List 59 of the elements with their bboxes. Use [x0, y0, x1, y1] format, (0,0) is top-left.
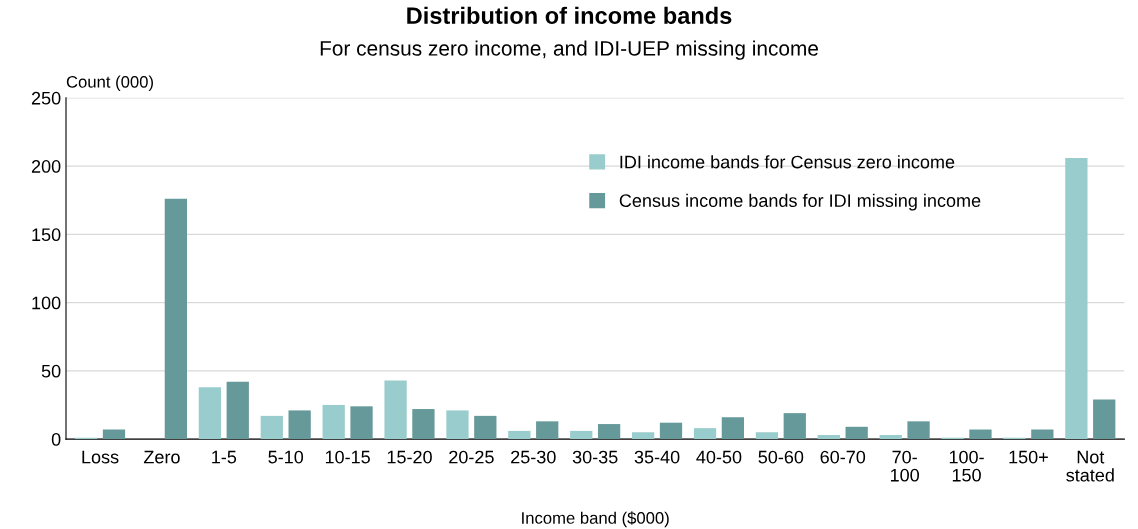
bar: [446, 410, 469, 440]
bar: [322, 404, 345, 440]
x-tick-label: 5-10: [268, 450, 304, 464]
bar: [288, 410, 311, 440]
x-tick-label: 150+: [1009, 450, 1048, 464]
bar: [570, 430, 593, 440]
x-tick-label: 25-30: [511, 450, 556, 464]
y-axis-title: Count (000): [66, 75, 153, 92]
bar: [783, 413, 806, 440]
x-tick-label: Loss: [82, 450, 119, 464]
y-tick-label: 150: [32, 228, 61, 242]
x-tick-label: 60-70: [820, 450, 866, 464]
bar: [508, 430, 531, 440]
chart-subtitle: For census zero income, and IDI-UEP missing income: [320, 40, 818, 60]
bar: [474, 415, 497, 440]
bar: [198, 387, 222, 440]
bar: [384, 380, 407, 440]
bar: [907, 421, 930, 440]
y-tick-label: 100: [32, 296, 61, 310]
bar: [226, 381, 249, 440]
chart-title: Distribution of income bands: [407, 6, 732, 25]
bar: [536, 421, 559, 440]
bar: [969, 429, 992, 440]
bar: [164, 198, 187, 440]
bar: [845, 426, 868, 440]
x-axis-title: Income band ($000): [522, 511, 669, 528]
bar: [659, 422, 683, 440]
legend-label: IDI income bands for Census zero income: [620, 155, 955, 169]
bar: [632, 432, 655, 440]
x-tick-label: 15-20: [387, 450, 432, 464]
bar: [260, 415, 283, 440]
y-tick-label: 250: [31, 91, 61, 105]
y-tick-label: 50: [41, 364, 61, 378]
bar: [102, 429, 126, 440]
bar: [1093, 399, 1116, 440]
bar: [755, 432, 779, 440]
x-tick-label: 50-60: [758, 450, 804, 464]
x-tick-label: 100- 150: [949, 450, 984, 482]
bar: [817, 434, 840, 440]
x-tick-label: 20-25: [449, 450, 494, 464]
bar: [879, 434, 902, 440]
bar: [1031, 429, 1054, 440]
x-tick-label: 70- 100: [890, 450, 919, 482]
x-tick-label: 1-5: [212, 450, 237, 464]
x-tick-label: 30-35: [572, 450, 618, 464]
legend-label: Census income bands for IDI missing income: [619, 193, 981, 211]
x-tick-label: 40-50: [696, 450, 742, 464]
y-tick-label: 200: [31, 160, 61, 173]
x-tick-label: 35-40: [634, 450, 680, 464]
bar: [350, 406, 373, 440]
y-tick-label: 0: [51, 433, 61, 446]
x-tick-label: Not stated: [1066, 450, 1114, 482]
bar: [721, 417, 745, 440]
bar: [597, 424, 621, 440]
x-tick-label: 10-15: [325, 450, 370, 464]
bar: [412, 409, 435, 440]
x-tick-label: Zero: [143, 450, 180, 464]
bar: [693, 428, 717, 440]
bar: [1065, 157, 1088, 440]
